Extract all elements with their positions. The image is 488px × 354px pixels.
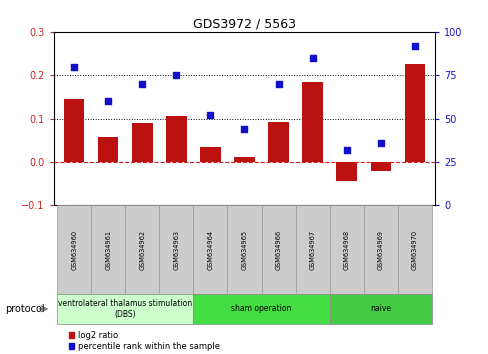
Text: GSM634965: GSM634965: [241, 229, 247, 270]
Bar: [91, 205, 125, 294]
Text: GSM634963: GSM634963: [173, 230, 179, 269]
Bar: [329, 294, 431, 324]
Bar: [370, 162, 390, 171]
Bar: [404, 64, 424, 162]
Text: GSM634968: GSM634968: [343, 229, 349, 270]
Point: [308, 55, 316, 61]
Bar: [159, 205, 193, 294]
Bar: [329, 205, 363, 294]
Bar: [234, 157, 254, 162]
Point: [172, 73, 180, 78]
Bar: [98, 137, 118, 162]
Bar: [227, 205, 261, 294]
Bar: [166, 115, 186, 162]
Point: [138, 81, 146, 87]
Point: [376, 140, 384, 146]
Text: sham operation: sham operation: [231, 304, 291, 313]
Bar: [261, 205, 295, 294]
Text: naive: naive: [369, 304, 390, 313]
Legend: log2 ratio, percentile rank within the sample: log2 ratio, percentile rank within the s…: [68, 330, 220, 352]
Text: GSM634962: GSM634962: [139, 229, 145, 270]
Bar: [125, 205, 159, 294]
Text: GSM634960: GSM634960: [71, 229, 77, 270]
Text: GSM634966: GSM634966: [275, 229, 281, 270]
Bar: [336, 162, 356, 182]
Text: GSM634964: GSM634964: [207, 229, 213, 270]
Bar: [64, 99, 84, 162]
Point: [410, 43, 418, 48]
Text: GSM634967: GSM634967: [309, 229, 315, 270]
Text: protocol: protocol: [5, 304, 44, 314]
Bar: [57, 294, 193, 324]
Bar: [363, 205, 397, 294]
Point: [342, 147, 350, 153]
Text: GSM634961: GSM634961: [105, 230, 111, 269]
Text: ventrolateral thalamus stimulation
(DBS): ventrolateral thalamus stimulation (DBS): [58, 299, 192, 319]
Bar: [200, 147, 220, 162]
Point: [70, 64, 78, 69]
Bar: [302, 82, 322, 162]
Bar: [57, 205, 91, 294]
Point: [274, 81, 282, 87]
Bar: [132, 123, 152, 162]
Point: [206, 112, 214, 118]
Bar: [268, 122, 288, 162]
Bar: [193, 205, 227, 294]
Bar: [193, 294, 329, 324]
Point: [240, 126, 248, 132]
Bar: [295, 205, 329, 294]
Text: GSM634969: GSM634969: [377, 230, 383, 269]
Bar: [397, 205, 431, 294]
Point: [104, 98, 112, 104]
Title: GDS3972 / 5563: GDS3972 / 5563: [193, 18, 295, 31]
Text: GSM634970: GSM634970: [411, 229, 417, 270]
